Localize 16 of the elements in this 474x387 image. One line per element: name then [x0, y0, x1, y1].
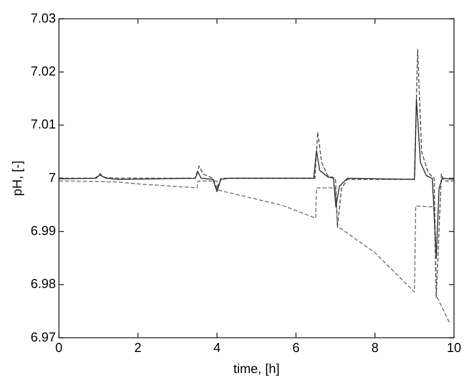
y-tick-label: 7.01 [30, 116, 56, 132]
x-tick-label: 0 [55, 340, 63, 356]
y-tick-label: 6.99 [30, 223, 56, 238]
x-tick-label: 10 [446, 340, 462, 356]
y-axis-title: pH, [-] [9, 160, 24, 196]
x-tick-label: 4 [213, 340, 221, 356]
x-axis-title: time, [h] [233, 360, 280, 376]
line-series [58, 180, 451, 324]
y-tick-label: 7.02 [30, 64, 56, 79]
x-tick-label: 2 [134, 340, 142, 356]
y-tick-label: 6.98 [30, 276, 56, 292]
y-tick-label: 7.03 [30, 10, 56, 26]
x-tick-label: 8 [371, 340, 379, 356]
y-tick-label: 6.97 [30, 329, 56, 344]
x-tick-label: 6 [292, 340, 300, 356]
y-tick-label: 7 [48, 170, 56, 185]
